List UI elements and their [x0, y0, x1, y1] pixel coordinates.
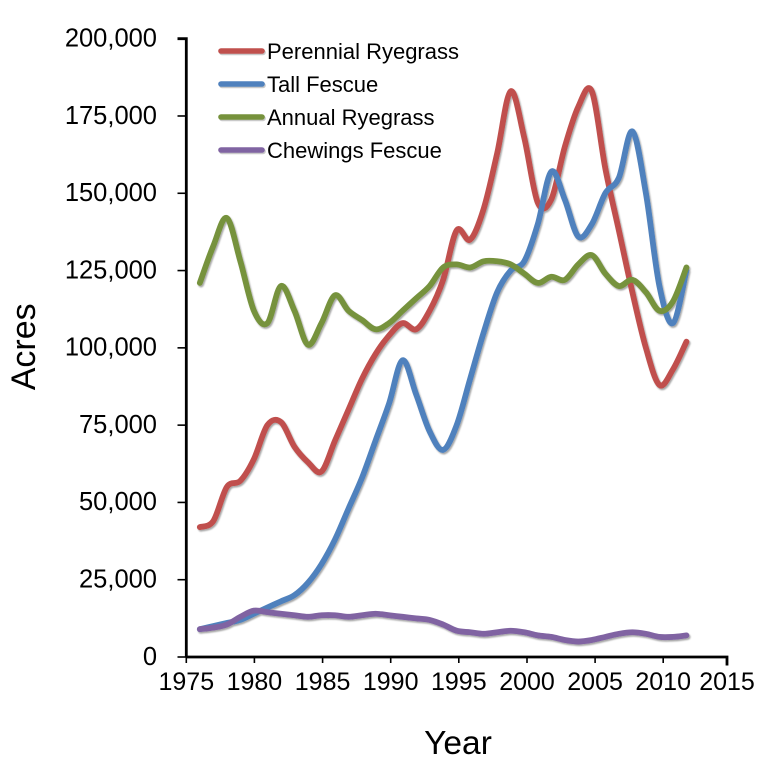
svg-text:1975: 1975	[158, 668, 214, 696]
svg-text:150,000: 150,000	[65, 179, 157, 207]
svg-text:2005: 2005	[567, 668, 623, 696]
svg-text:2010: 2010	[635, 668, 691, 696]
svg-text:Tall Fescue: Tall Fescue	[267, 72, 378, 97]
svg-text:175,000: 175,000	[65, 102, 157, 130]
svg-text:2015: 2015	[699, 668, 755, 696]
svg-text:Year: Year	[424, 725, 492, 762]
svg-text:25,000: 25,000	[79, 566, 157, 594]
svg-text:1990: 1990	[363, 668, 419, 696]
svg-text:200,000: 200,000	[65, 25, 157, 53]
svg-text:100,000: 100,000	[65, 334, 157, 362]
svg-text:Acres: Acres	[5, 303, 43, 390]
svg-text:75,000: 75,000	[79, 411, 157, 439]
svg-text:Annual Ryegrass: Annual Ryegrass	[267, 105, 435, 130]
svg-text:1980: 1980	[227, 668, 283, 696]
svg-text:1985: 1985	[295, 668, 351, 696]
svg-text:50,000: 50,000	[79, 488, 157, 516]
svg-text:1995: 1995	[431, 668, 487, 696]
svg-text:125,000: 125,000	[65, 256, 157, 284]
svg-text:2000: 2000	[499, 668, 555, 696]
svg-text:Chewings Fescue: Chewings Fescue	[267, 138, 442, 163]
svg-text:Perennial Ryegrass: Perennial Ryegrass	[267, 39, 459, 64]
svg-text:0: 0	[143, 643, 157, 671]
